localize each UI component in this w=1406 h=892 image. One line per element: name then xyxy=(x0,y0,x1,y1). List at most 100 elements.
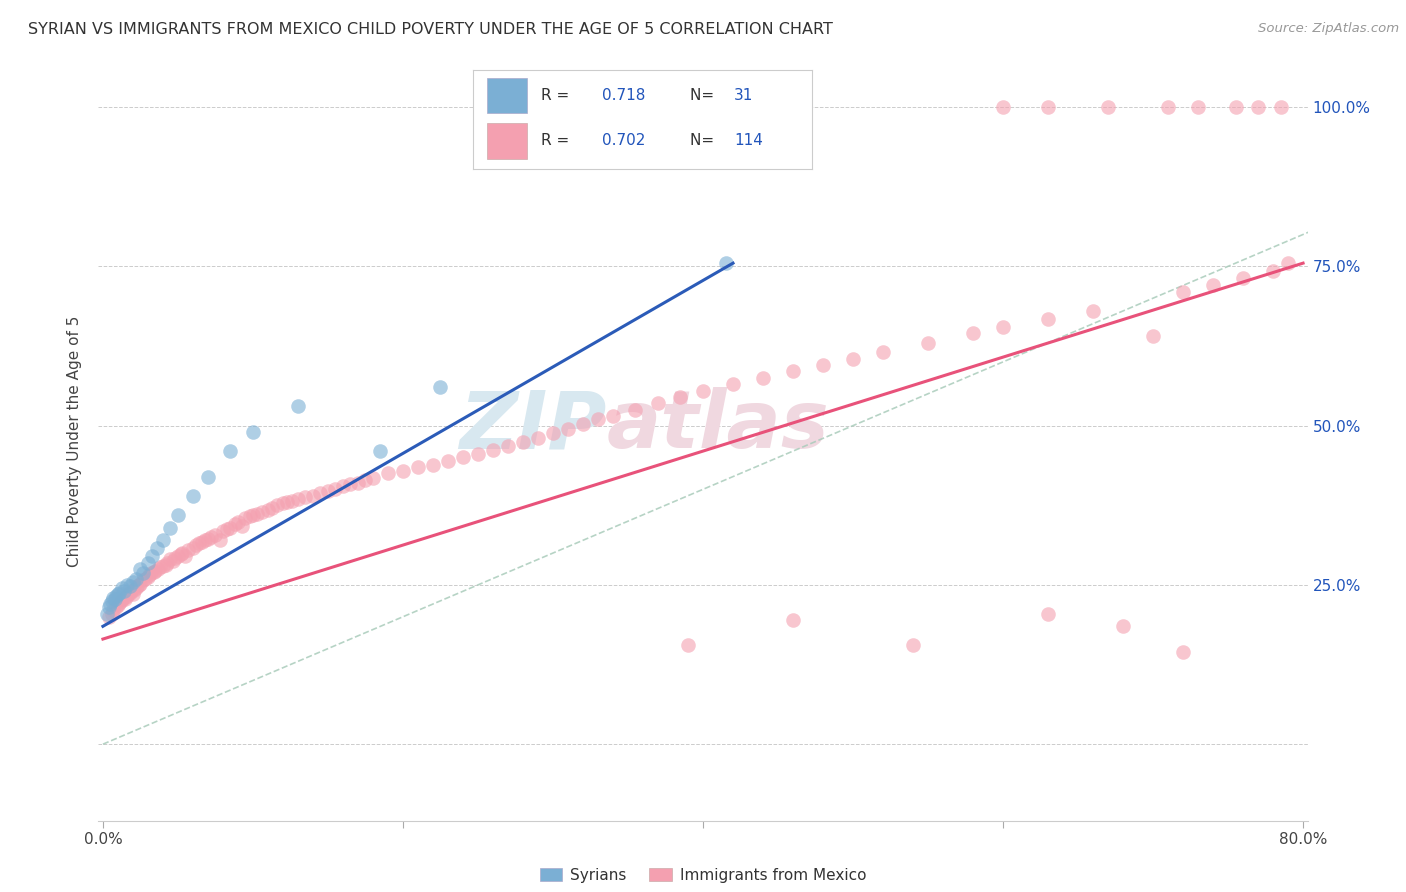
Point xyxy=(361,471,384,485)
Point xyxy=(302,489,325,503)
Point xyxy=(208,533,231,548)
Point xyxy=(842,351,865,366)
Text: Source: ZipAtlas.com: Source: ZipAtlas.com xyxy=(1258,22,1399,36)
Point xyxy=(271,496,294,510)
Text: atlas: atlas xyxy=(606,387,830,466)
Point xyxy=(901,639,924,653)
Point xyxy=(325,483,347,497)
Point xyxy=(1081,304,1104,318)
Point xyxy=(1187,100,1209,114)
Point xyxy=(107,587,129,601)
Point xyxy=(112,591,135,605)
Point xyxy=(163,551,186,566)
Point xyxy=(174,549,197,564)
Point xyxy=(105,600,128,615)
Point xyxy=(159,552,181,566)
Point xyxy=(156,556,179,570)
Point xyxy=(111,581,134,595)
Point xyxy=(128,578,150,592)
Point xyxy=(250,505,273,519)
Point xyxy=(134,572,156,586)
Point xyxy=(1097,100,1119,114)
Point xyxy=(152,533,174,548)
Point xyxy=(187,536,209,550)
Point xyxy=(991,319,1014,334)
Point xyxy=(811,358,834,372)
Point xyxy=(172,546,194,560)
Point xyxy=(114,591,136,606)
Point xyxy=(437,453,460,467)
Point xyxy=(1142,329,1164,343)
Point xyxy=(1112,619,1135,633)
Point xyxy=(224,517,246,532)
Y-axis label: Child Poverty Under the Age of 5: Child Poverty Under the Age of 5 xyxy=(67,316,83,567)
Point xyxy=(132,566,155,581)
Point xyxy=(129,562,152,576)
Text: SYRIAN VS IMMIGRANTS FROM MEXICO CHILD POVERTY UNDER THE AGE OF 5 CORRELATION CH: SYRIAN VS IMMIGRANTS FROM MEXICO CHILD P… xyxy=(28,22,832,37)
Point xyxy=(496,439,519,453)
Point xyxy=(170,547,193,561)
Point xyxy=(219,520,242,534)
Point xyxy=(145,564,167,578)
Point xyxy=(1247,100,1270,114)
Point xyxy=(184,538,207,552)
Point xyxy=(451,450,474,465)
Point xyxy=(177,542,200,557)
Point xyxy=(294,490,316,504)
Point xyxy=(467,447,489,461)
Point xyxy=(107,599,129,613)
Point xyxy=(541,426,564,441)
Point xyxy=(242,508,264,522)
Point xyxy=(142,565,165,579)
Point xyxy=(339,477,361,491)
Point xyxy=(125,572,148,586)
Point xyxy=(104,591,127,606)
Point xyxy=(197,532,219,546)
Point xyxy=(159,520,181,534)
Point xyxy=(557,422,579,436)
Point xyxy=(370,444,392,458)
Point xyxy=(262,501,284,516)
Point xyxy=(118,579,141,593)
Point xyxy=(692,384,714,398)
Point xyxy=(103,591,125,605)
Point xyxy=(231,519,253,533)
Point xyxy=(782,613,804,627)
Point xyxy=(287,491,309,506)
Point xyxy=(155,558,177,572)
Point xyxy=(139,566,162,581)
Point xyxy=(167,508,190,522)
Point xyxy=(482,442,505,457)
Point xyxy=(647,396,669,410)
Point xyxy=(1277,256,1299,270)
Point xyxy=(1036,311,1059,326)
Point xyxy=(148,562,170,576)
Point xyxy=(669,390,692,404)
Point xyxy=(103,603,125,617)
Point xyxy=(162,554,184,568)
Point xyxy=(115,578,138,592)
Point xyxy=(1202,278,1225,293)
Point xyxy=(429,380,451,394)
Point xyxy=(122,574,145,589)
Point xyxy=(108,596,131,610)
Text: ZIP: ZIP xyxy=(458,387,606,466)
Point xyxy=(239,509,262,524)
Point xyxy=(129,576,152,591)
Point xyxy=(136,556,159,570)
Point xyxy=(141,549,163,564)
Point xyxy=(281,493,304,508)
Point xyxy=(602,409,624,423)
Point xyxy=(97,600,120,615)
Point xyxy=(782,364,804,378)
Point xyxy=(1261,264,1284,278)
Point xyxy=(246,507,269,521)
Point xyxy=(111,591,134,606)
Point xyxy=(991,100,1014,114)
Point xyxy=(354,473,377,487)
Point xyxy=(124,582,146,597)
Point xyxy=(101,607,124,621)
Point xyxy=(97,609,120,624)
Point xyxy=(527,431,550,445)
Point xyxy=(1270,100,1292,114)
